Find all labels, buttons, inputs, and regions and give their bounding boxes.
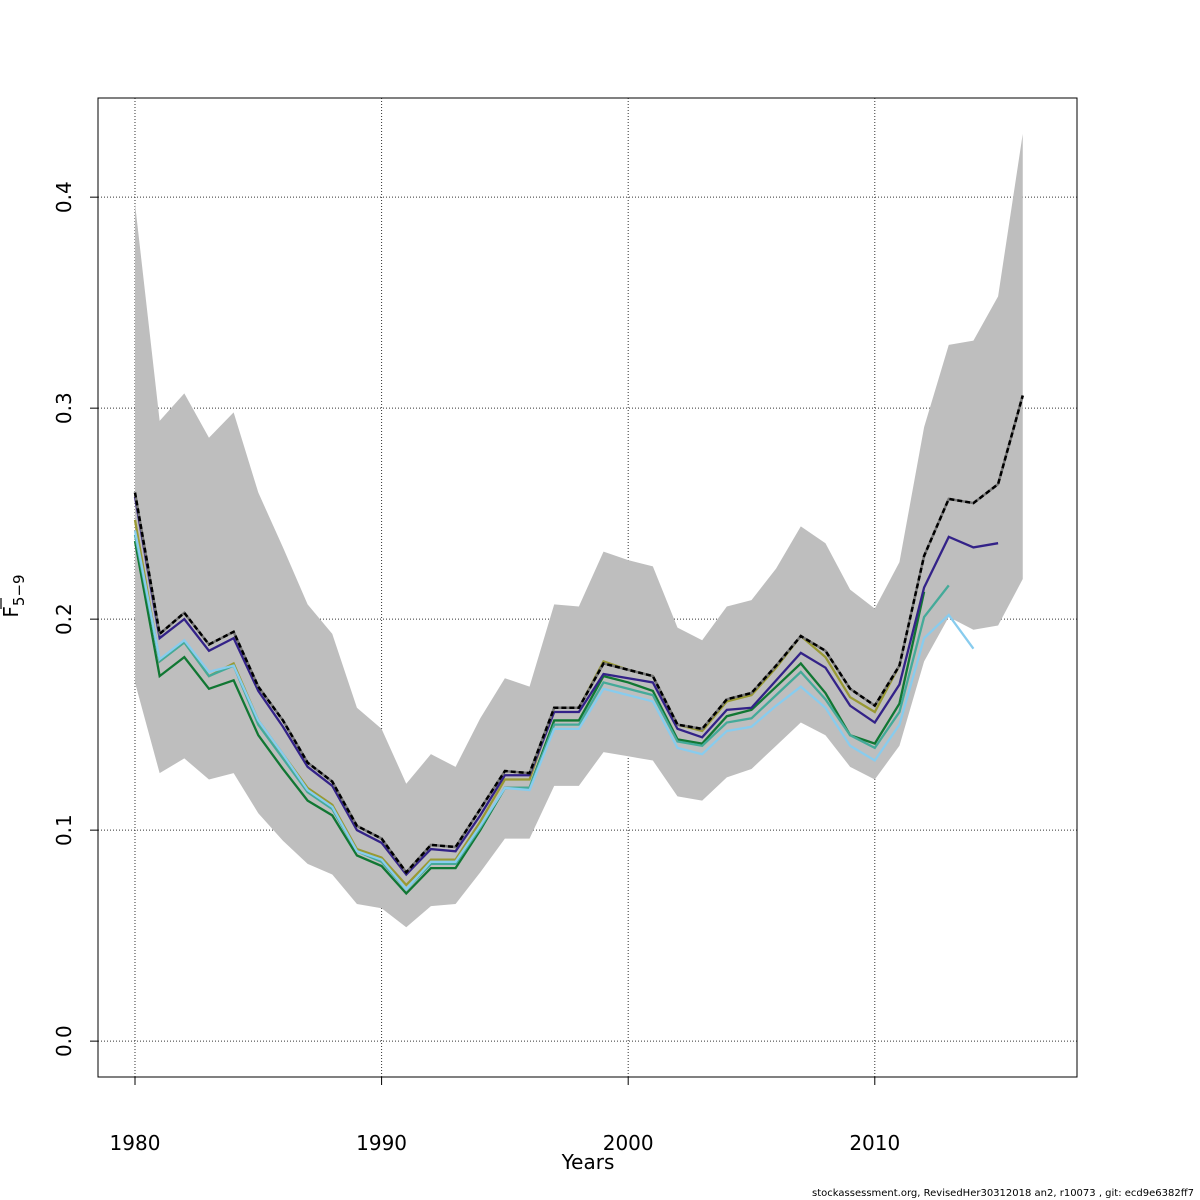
confidence-band <box>134 133 1023 928</box>
y-axis-label-main: F <box>0 606 23 618</box>
series-line-3 <box>133 530 975 891</box>
series-lines <box>133 395 1024 896</box>
x-tick-label: 2010 <box>849 1131 900 1155</box>
y-axis: 0.0 0.1 0.2 0.3 0.4 <box>52 181 98 1057</box>
series-line-5 <box>133 395 1024 875</box>
x-axis: 1980 1990 2000 2010 <box>110 1077 900 1155</box>
svg-text:F5−9: F5−9 <box>0 574 28 617</box>
series-line-4 <box>133 496 999 877</box>
y-tick-label: 0.2 <box>52 603 76 635</box>
y-axis-label: F5−9 <box>0 574 28 617</box>
y-tick-label: 0.4 <box>52 181 76 213</box>
y-tick-label: 0.1 <box>52 814 76 846</box>
series-line-2 <box>133 534 950 891</box>
y-tick-label: 0.3 <box>52 392 76 424</box>
plot-frame <box>97 97 1078 1078</box>
x-axis-label: Years <box>561 1150 615 1174</box>
y-axis-label-subscript: 5−9 <box>10 574 28 606</box>
y-tick-label: 0.0 <box>52 1025 76 1057</box>
confidence-band-area <box>134 133 1023 928</box>
x-tick-label: 2000 <box>603 1131 654 1155</box>
x-tick-label: 1990 <box>356 1131 407 1155</box>
footer-credit: stockassessment.org, RevisedHer30312018 … <box>812 1188 1194 1199</box>
x-tick-label: 1980 <box>110 1131 161 1155</box>
